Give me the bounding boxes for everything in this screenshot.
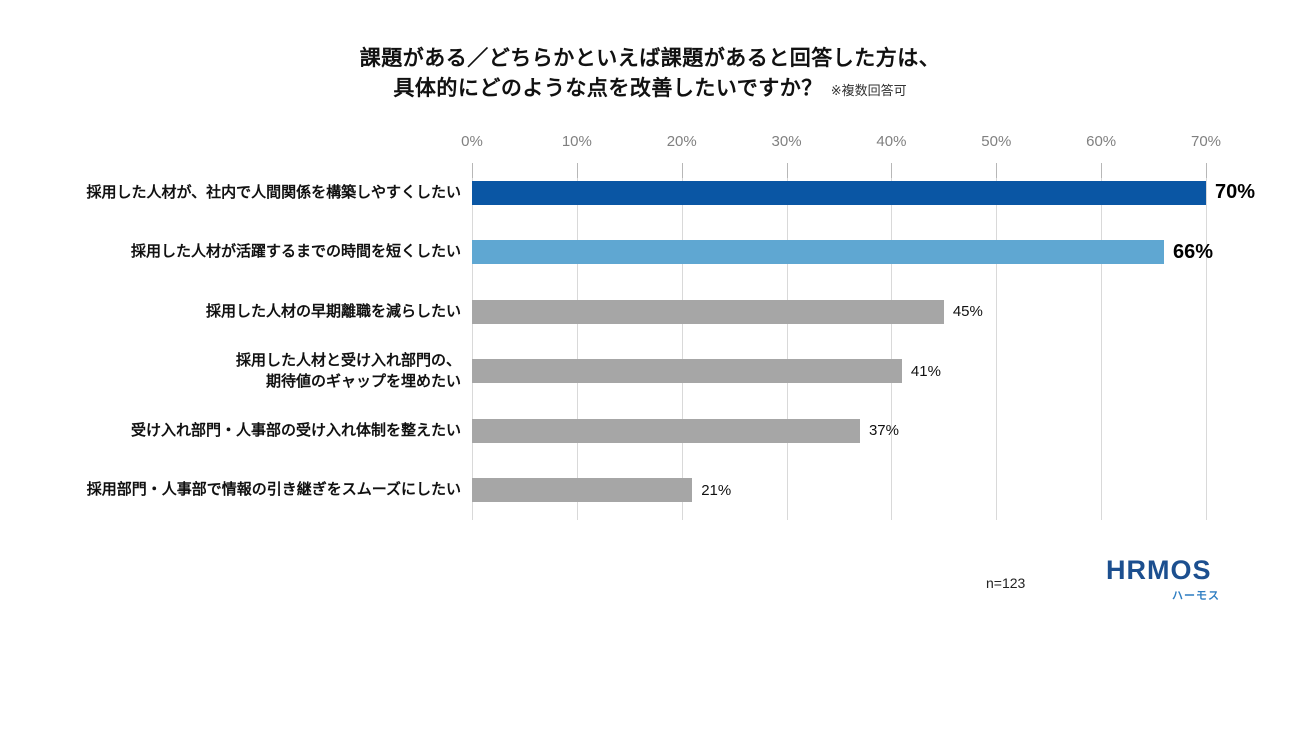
bar xyxy=(472,299,944,324)
axis-tick-mark xyxy=(996,163,998,178)
sample-size-label: n=123 xyxy=(986,575,1026,591)
bar xyxy=(472,359,902,384)
bar xyxy=(472,478,693,503)
gridline xyxy=(1206,163,1207,520)
x-tick-label: 0% xyxy=(461,133,483,150)
chart-title: 課題がある／どちらかといえば課題があると回答した方は、 具体的にどのような点を改… xyxy=(0,44,1300,105)
bar-track: 45% xyxy=(472,282,1206,342)
category-label: 受け入れ部門・人事部の受け入れ体制を整えたい xyxy=(130,421,461,439)
bar-row: 採用した人材の早期離職を減らしたい 45% xyxy=(0,282,1300,342)
x-tick-label: 20% xyxy=(666,133,697,150)
x-axis: 0% 10% 20% 30% 40% 50% 60% 70% xyxy=(461,133,1221,153)
gridline xyxy=(472,163,473,520)
axis-tick-mark xyxy=(1206,163,1207,178)
hrmos-logo-text: HRMOS xyxy=(1106,555,1212,585)
hrmos-logo-subtitle: ハーモス xyxy=(1172,589,1220,602)
axis-tick-mark xyxy=(472,163,473,178)
bar-value-label: 41% xyxy=(910,362,941,380)
bar-row: 受け入れ部門・人事部の受け入れ体制を整えたい 37% xyxy=(0,401,1300,461)
chart-title-note: ※複数回答可 xyxy=(830,83,907,99)
axis-tick-mark xyxy=(786,163,788,178)
bar-value-label: 37% xyxy=(868,422,899,440)
bar-value-label: 66% xyxy=(1173,240,1214,263)
axis-tick-mark xyxy=(576,163,578,178)
x-tick-label: 30% xyxy=(771,133,802,150)
bar xyxy=(472,180,1206,205)
bar xyxy=(472,240,1165,265)
bar-value-label: 70% xyxy=(1215,181,1256,204)
bar xyxy=(472,418,860,443)
axis-tick-mark xyxy=(891,163,893,178)
x-tick-label: 50% xyxy=(981,133,1012,150)
bar-row: 採用した人材が活躍するまでの時間を短くしたい 66% xyxy=(0,223,1300,283)
axis-tick-mark xyxy=(1101,163,1103,178)
bar-track: 70% xyxy=(472,163,1255,223)
bar-track: 37% xyxy=(472,401,1206,461)
gridline xyxy=(996,163,998,520)
x-tick-label: 60% xyxy=(1086,133,1117,150)
bar-track: 41% xyxy=(472,342,1206,402)
plot-grid xyxy=(472,163,1207,520)
chart-title-line1: 課題がある／どちらかといえば課題があると回答した方は、 xyxy=(359,47,941,70)
gridline xyxy=(681,163,683,520)
bar-row: 採用した人材が、社内で人間関係を構築しやすくしたい 70% xyxy=(0,163,1300,223)
gridline xyxy=(786,163,788,520)
x-tick-label: 40% xyxy=(876,133,907,150)
bar-rows: 採用した人材が、社内で人間関係を構築しやすくしたい 70% 採用した人材が活躍するま… xyxy=(0,163,1300,520)
x-tick-label: 70% xyxy=(1190,133,1222,150)
x-tick-label: 10% xyxy=(561,133,592,150)
chart-title-line2-text: 具体的にどのような点を改善したいですか？ xyxy=(393,77,823,101)
bar-value-label: 45% xyxy=(952,303,983,321)
bar-track: 21% xyxy=(472,461,1206,521)
bar-row: 採用部門・人事部で情報の引き継ぎをスムーズにしたい 21% xyxy=(0,461,1300,521)
category-label: 採用した人材と受け入れ部門の、 期待値のギャップを埋めたい xyxy=(235,351,461,391)
category-label: 採用部門・人事部で情報の引き継ぎをスムーズにしたい xyxy=(86,481,461,499)
chart-title-line2: 具体的にどのような点を改善したいですか？ ※複数回答可 xyxy=(0,74,1300,104)
axis-tick-mark xyxy=(681,163,683,178)
gridline xyxy=(1101,163,1103,520)
gridline xyxy=(576,163,578,520)
category-label: 採用した人材の早期離職を減らしたい xyxy=(205,302,461,320)
bar-track: 66% xyxy=(472,223,1213,283)
bar-value-label: 21% xyxy=(701,481,732,499)
gridline xyxy=(891,163,893,520)
category-label: 採用した人材が、社内で人間関係を構築しやすくしたい xyxy=(86,183,461,201)
hrmos-logo: HRMOS ハーモス xyxy=(1106,555,1220,603)
bar-row: 採用した人材と受け入れ部門の、 期待値のギャップを埋めたい 41% xyxy=(0,342,1300,402)
category-label: 採用した人材が活躍するまでの時間を短くしたい xyxy=(130,243,461,261)
